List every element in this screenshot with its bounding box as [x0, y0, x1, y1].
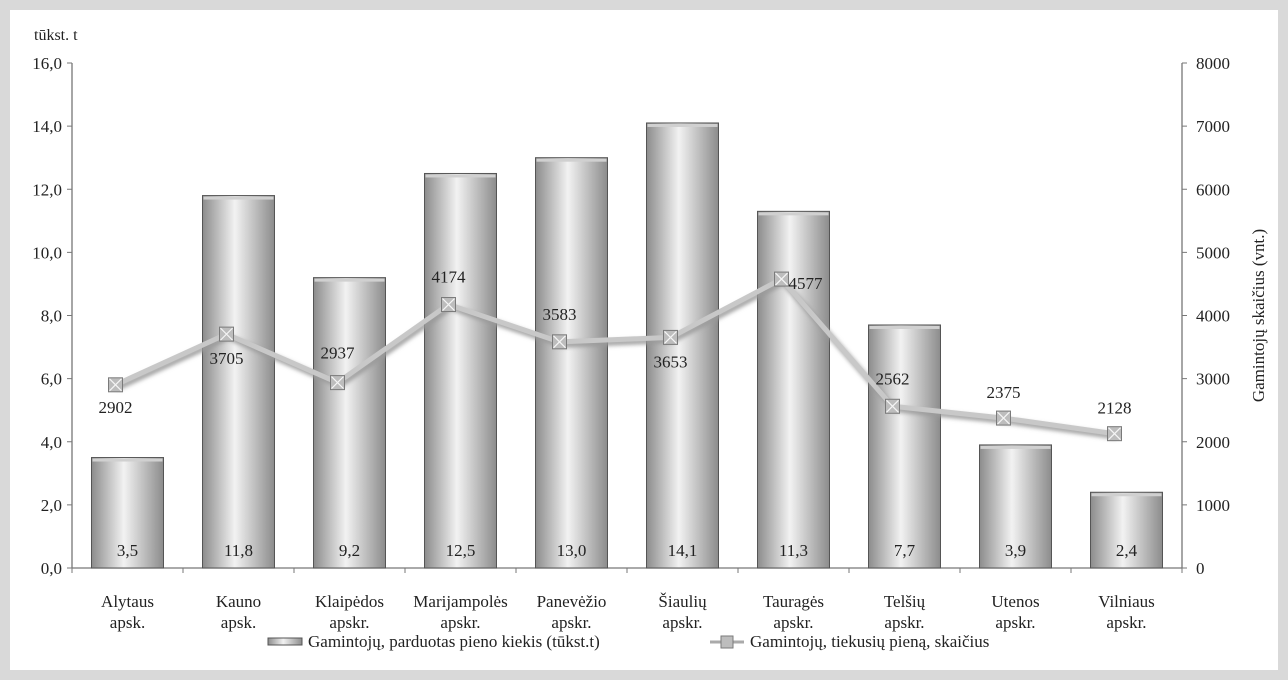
category-label: Kauno apsk. [216, 592, 261, 632]
category-label: Vilniaus apskr. [1098, 592, 1155, 632]
bar [313, 277, 386, 569]
bar-top-bevel [980, 445, 1051, 449]
bar-top-bevel [536, 158, 607, 162]
bar-value-label: 2,4 [1116, 541, 1138, 560]
bar-top-bevel [425, 174, 496, 178]
bar-value-label: 11,3 [779, 541, 808, 560]
bar-value-label: 11,8 [224, 541, 253, 560]
y-right-tick-label: 4000 [1196, 307, 1230, 326]
category-label: Telšių apskr. [884, 592, 926, 632]
bar-top-bevel [92, 458, 163, 462]
line-value-label: 4577 [789, 274, 824, 293]
legend-bar-swatch [267, 637, 303, 646]
y-left-tick-label: 0,0 [41, 559, 62, 578]
bar-value-label: 3,5 [117, 541, 138, 560]
bar [535, 157, 608, 569]
legend-bar-label: Gamintojų, parduotas pieno kiekis (tūkst… [308, 632, 600, 651]
bar [1090, 491, 1163, 569]
line-marker-glint [775, 272, 788, 286]
bar [91, 457, 164, 569]
category-label: Alytaus apsk. [101, 592, 154, 632]
line-marker-glint [220, 327, 233, 341]
line-marker-glint [1108, 427, 1121, 441]
line-value-label: 2902 [99, 398, 133, 417]
y-right-tick-label: 2000 [1196, 433, 1230, 452]
bar-top-bevel [203, 196, 274, 200]
bar [757, 210, 830, 569]
y-right-tick-label: 5000 [1196, 243, 1230, 262]
y-left-tick-label: 14,0 [32, 117, 62, 136]
line-marker-glint [331, 376, 344, 390]
y-right-tick-label: 3000 [1196, 370, 1230, 389]
legend-line-marker [720, 635, 734, 649]
line-value-label: 3705 [210, 349, 244, 368]
line-marker-glint [997, 411, 1010, 425]
line-value-label: 4174 [432, 268, 467, 287]
bar-top-bevel [758, 212, 829, 216]
category-label: Panevėžio apskr. [537, 592, 607, 632]
line-value-label: 2562 [876, 369, 910, 388]
y-left-tick-label: 10,0 [32, 243, 62, 262]
line-value-label: 3653 [654, 352, 688, 371]
bar [646, 122, 719, 569]
y-left-unit: tūkst. t [34, 27, 78, 44]
y-right-tick-label: 7000 [1196, 117, 1230, 136]
line-marker-glint [109, 378, 122, 392]
category-label: Marijampolės apskr. [413, 592, 507, 632]
series-line [114, 276, 1115, 437]
line-value-label: 2937 [321, 344, 356, 363]
y-left-tick-label: 6,0 [41, 370, 62, 389]
line-value-label: 3583 [543, 305, 577, 324]
line-marker-glint [442, 298, 455, 311]
bar-value-label: 7,7 [894, 541, 916, 560]
line-value-label: 2128 [1098, 399, 1132, 418]
y-right-tick-label: 8000 [1196, 54, 1230, 73]
bar-value-label: 3,9 [1005, 541, 1026, 560]
bar-top-bevel [647, 123, 718, 127]
line-value-label: 2375 [987, 383, 1021, 402]
bar-value-label: 9,2 [339, 541, 360, 560]
line-marker-glint [553, 335, 566, 349]
y-right-axis-title: Gamintojų skaičius (vnt.) [1249, 229, 1268, 402]
y-right-tick-label: 6000 [1196, 180, 1230, 199]
bar [202, 195, 275, 569]
line-marker-glint [886, 399, 899, 413]
y-left-tick-label: 2,0 [41, 496, 62, 515]
bar-value-label: 12,5 [446, 541, 476, 560]
y-left-tick-label: 4,0 [41, 433, 62, 452]
legend-line-label: Gamintojų, tiekusių pieną, skaičius [750, 632, 989, 651]
line-marker-glint [664, 330, 677, 344]
y-right-tick-label: 0 [1196, 559, 1205, 578]
bar-top-bevel [314, 278, 385, 282]
category-label: Tauragės apskr. [763, 592, 824, 632]
bar-value-label: 13,0 [557, 541, 587, 560]
bar [979, 444, 1052, 569]
category-label: Klaipėdos apskr. [315, 592, 384, 632]
bar [868, 324, 941, 569]
y-left-tick-label: 12,0 [32, 180, 62, 199]
category-label: Utenos apskr. [991, 592, 1039, 632]
category-label: Šiaulių apskr. [658, 592, 707, 632]
chart-frame: 0,0 2,0 4,0 6,0 8,0 10,0 12,0 14,0 16,0 tūkst. t 0… [10, 10, 1278, 670]
bar-value-label: 14,1 [668, 541, 698, 560]
y-left-tick-label: 16,0 [32, 54, 62, 73]
y-left-tick-label: 8,0 [41, 307, 62, 326]
bar [424, 172, 497, 569]
y-right-tick-label: 1000 [1196, 496, 1230, 515]
bar-top-bevel [869, 325, 940, 329]
milk-producers-chart: 0,0 2,0 4,0 6,0 8,0 10,0 12,0 14,0 16,0 tūkst. t 0… [32, 27, 1268, 651]
bar-top-bevel [1091, 493, 1162, 497]
